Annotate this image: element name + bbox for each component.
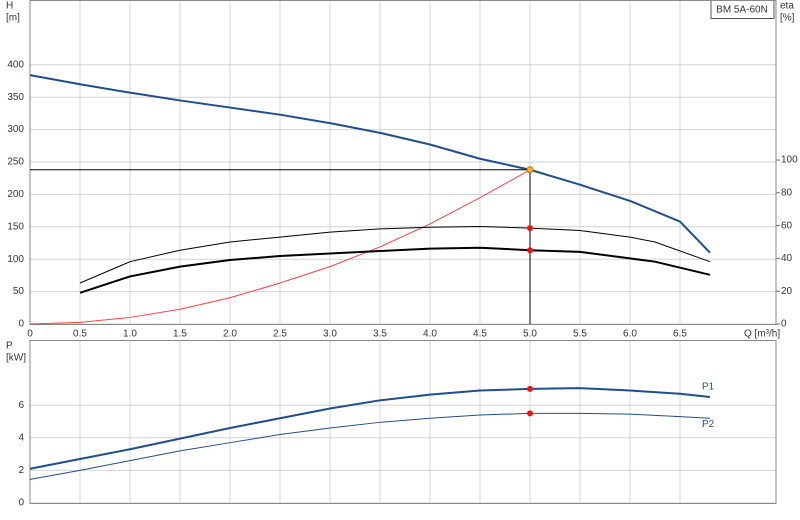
plot-frame (29, 0, 777, 325)
x-tick-label: 5.5 (573, 329, 587, 340)
y-axis-label: H (6, 1, 13, 12)
y2-axis-label: eta (780, 1, 794, 12)
y2-tick-label: 40 (781, 253, 793, 264)
y-tick-label: 350 (7, 92, 24, 103)
y-tick-label: 4 (18, 432, 24, 443)
y2-axis-label: [%] (780, 13, 795, 24)
series-label: P2 (702, 419, 715, 430)
series-line (79, 246, 711, 294)
y2-tick-label: 20 (781, 286, 793, 297)
duty-point (527, 410, 533, 417)
y2-tick-label: 80 (781, 187, 793, 198)
y-tick-label: 50 (13, 286, 25, 297)
duty-point (527, 247, 533, 254)
y-tick-label: 6 (18, 400, 24, 411)
plot-frame (29, 340, 777, 504)
y2-tick-label: 0 (781, 319, 787, 330)
x-tick-label: 1.5 (173, 329, 187, 340)
y-tick-label: 200 (7, 189, 24, 200)
x-tick-label: 2.5 (273, 329, 287, 340)
x-tick-label: 4.5 (473, 329, 487, 340)
duty-point (527, 385, 533, 392)
x-tick-label: 4.0 (423, 329, 437, 340)
x-tick-label: 1.0 (123, 329, 137, 340)
duty-point (526, 166, 534, 174)
x-tick-label: 6.0 (623, 329, 637, 340)
y-tick-label: 400 (7, 59, 24, 70)
y-tick-label: 250 (7, 157, 24, 168)
y2-tick-label: 60 (781, 220, 793, 231)
x-tick-label: 6.5 (673, 329, 687, 340)
series-line (29, 387, 711, 470)
y-tick-label: 300 (7, 124, 24, 135)
y-tick-label: 0 (18, 498, 24, 509)
series-line (79, 225, 711, 284)
y-axis-label: [m] (6, 13, 20, 24)
y-axis-label: [kW] (6, 353, 26, 364)
series-line (29, 412, 711, 480)
x-tick-label: 3.5 (373, 329, 387, 340)
y-tick-label: 100 (7, 254, 24, 265)
y2-tick-label: 100 (781, 155, 798, 166)
x-tick-label: 0 (27, 329, 33, 340)
x-tick-label: 0.5 (73, 329, 87, 340)
x-tick-label: 3.0 (323, 329, 337, 340)
x-tick-label: 5.0 (523, 329, 537, 340)
series-label: P1 (702, 382, 715, 393)
y-tick-label: 2 (18, 465, 24, 476)
x-axis-label: Q [m³/h] (744, 329, 780, 340)
duty-point (527, 225, 533, 232)
series-line (29, 169, 531, 325)
y-tick-label: 150 (7, 221, 24, 232)
series-line (29, 74, 711, 254)
y-tick-label: 0 (18, 319, 24, 330)
x-tick-label: 2.0 (223, 329, 237, 340)
pump-name: BM 5A-60N (716, 5, 768, 16)
y-axis-label: P (6, 341, 13, 352)
